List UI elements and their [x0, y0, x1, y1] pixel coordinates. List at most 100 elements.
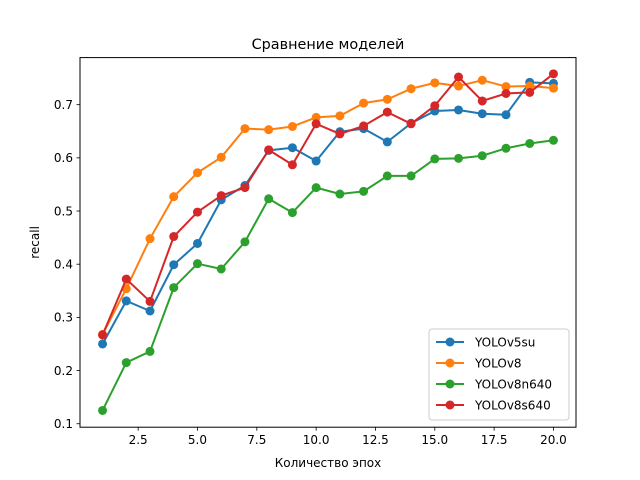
series-layer	[98, 69, 558, 415]
x-tick-label: 10.0	[303, 433, 330, 447]
data-point	[430, 78, 440, 88]
data-point	[477, 96, 487, 106]
legend-marker	[445, 379, 455, 389]
data-point	[240, 124, 250, 134]
legend-marker	[445, 337, 455, 347]
data-point	[121, 274, 131, 284]
data-point	[192, 168, 202, 178]
data-point	[335, 111, 345, 121]
data-point	[406, 171, 416, 181]
data-point	[264, 125, 274, 135]
data-point	[192, 238, 202, 248]
data-point	[264, 145, 274, 155]
y-tick-label: 0.3	[54, 311, 73, 325]
y-tick-label: 0.7	[54, 98, 73, 112]
data-point	[477, 75, 487, 85]
x-axis-label: Количество эпох	[275, 456, 382, 470]
data-point	[145, 296, 155, 306]
data-point	[121, 358, 131, 368]
data-point	[501, 110, 511, 120]
data-point	[454, 72, 464, 82]
data-point	[525, 138, 535, 148]
data-point	[287, 208, 297, 218]
data-point	[430, 154, 440, 164]
data-point	[335, 189, 345, 199]
data-point	[240, 237, 250, 247]
x-tick-label: 17.5	[481, 433, 508, 447]
data-point	[359, 121, 369, 131]
data-point	[335, 129, 345, 139]
data-point	[264, 194, 274, 204]
data-point	[145, 306, 155, 316]
plot-frame	[79, 57, 577, 428]
data-point	[406, 84, 416, 94]
data-point	[454, 105, 464, 115]
data-point	[169, 192, 179, 202]
y-axis: 0.1 0.2 0.3 0.4 0.5 0.6 0.7	[54, 98, 80, 431]
data-point	[216, 191, 226, 201]
legend-label: YOLOv8n640	[474, 378, 552, 392]
data-point	[382, 171, 392, 181]
data-point	[548, 135, 558, 145]
x-tick-label: 20.0	[540, 433, 567, 447]
data-point	[382, 137, 392, 147]
data-point	[121, 296, 131, 306]
data-point	[287, 143, 297, 153]
data-point	[430, 101, 440, 111]
data-point	[169, 232, 179, 242]
y-axis-label: recall	[28, 226, 42, 259]
data-point	[501, 88, 511, 98]
data-point	[98, 339, 108, 349]
data-point	[359, 98, 369, 108]
data-point	[311, 112, 321, 122]
legend-marker	[445, 358, 455, 368]
legend-label: YOLOv8	[474, 357, 522, 371]
data-point	[240, 183, 250, 193]
legend-box	[428, 328, 570, 421]
data-point	[287, 121, 297, 131]
data-point	[311, 183, 321, 193]
data-point	[525, 87, 535, 97]
x-tick-label: 15.0	[421, 433, 448, 447]
x-axis: 2.5 5.0 7.5 10.0 12.5 15.0 17.5 20.0	[129, 427, 567, 447]
chart-title: Сравнение моделей	[252, 37, 405, 53]
data-point	[406, 119, 416, 129]
data-point	[311, 119, 321, 129]
data-point	[169, 260, 179, 270]
data-point	[216, 152, 226, 162]
data-point	[382, 94, 392, 104]
data-point	[548, 69, 558, 79]
series-YOLOv8n640	[98, 135, 558, 415]
data-point	[98, 330, 108, 340]
series-YOLOv8s640	[98, 69, 558, 340]
data-point	[454, 153, 464, 163]
x-tick-label: 2.5	[129, 433, 148, 447]
data-point	[145, 346, 155, 356]
x-tick-label: 7.5	[247, 433, 266, 447]
y-tick-label: 0.2	[54, 364, 73, 378]
legend-label: YOLOv8s640	[474, 399, 551, 413]
legend-marker	[445, 400, 455, 410]
data-point	[145, 234, 155, 244]
x-tick-label: 5.0	[188, 433, 207, 447]
data-point	[501, 82, 511, 92]
legend: YOLOv5su YOLOv8 YOLOv8n640 YOLOv8s640	[428, 328, 570, 421]
x-tick-label: 12.5	[362, 433, 389, 447]
data-point	[311, 156, 321, 166]
y-tick-label: 0.5	[54, 204, 73, 218]
data-point	[98, 405, 108, 415]
data-point	[548, 83, 558, 93]
data-point	[216, 264, 226, 274]
data-point	[359, 186, 369, 196]
series-line	[101, 73, 555, 336]
y-tick-label: 0.1	[54, 417, 73, 431]
data-point	[501, 143, 511, 153]
data-point	[192, 259, 202, 269]
data-point	[169, 283, 179, 293]
y-tick-label: 0.4	[54, 258, 73, 272]
data-point	[454, 81, 464, 91]
data-point	[192, 207, 202, 217]
data-point	[525, 81, 535, 91]
legend-label: YOLOv5su	[474, 336, 535, 350]
